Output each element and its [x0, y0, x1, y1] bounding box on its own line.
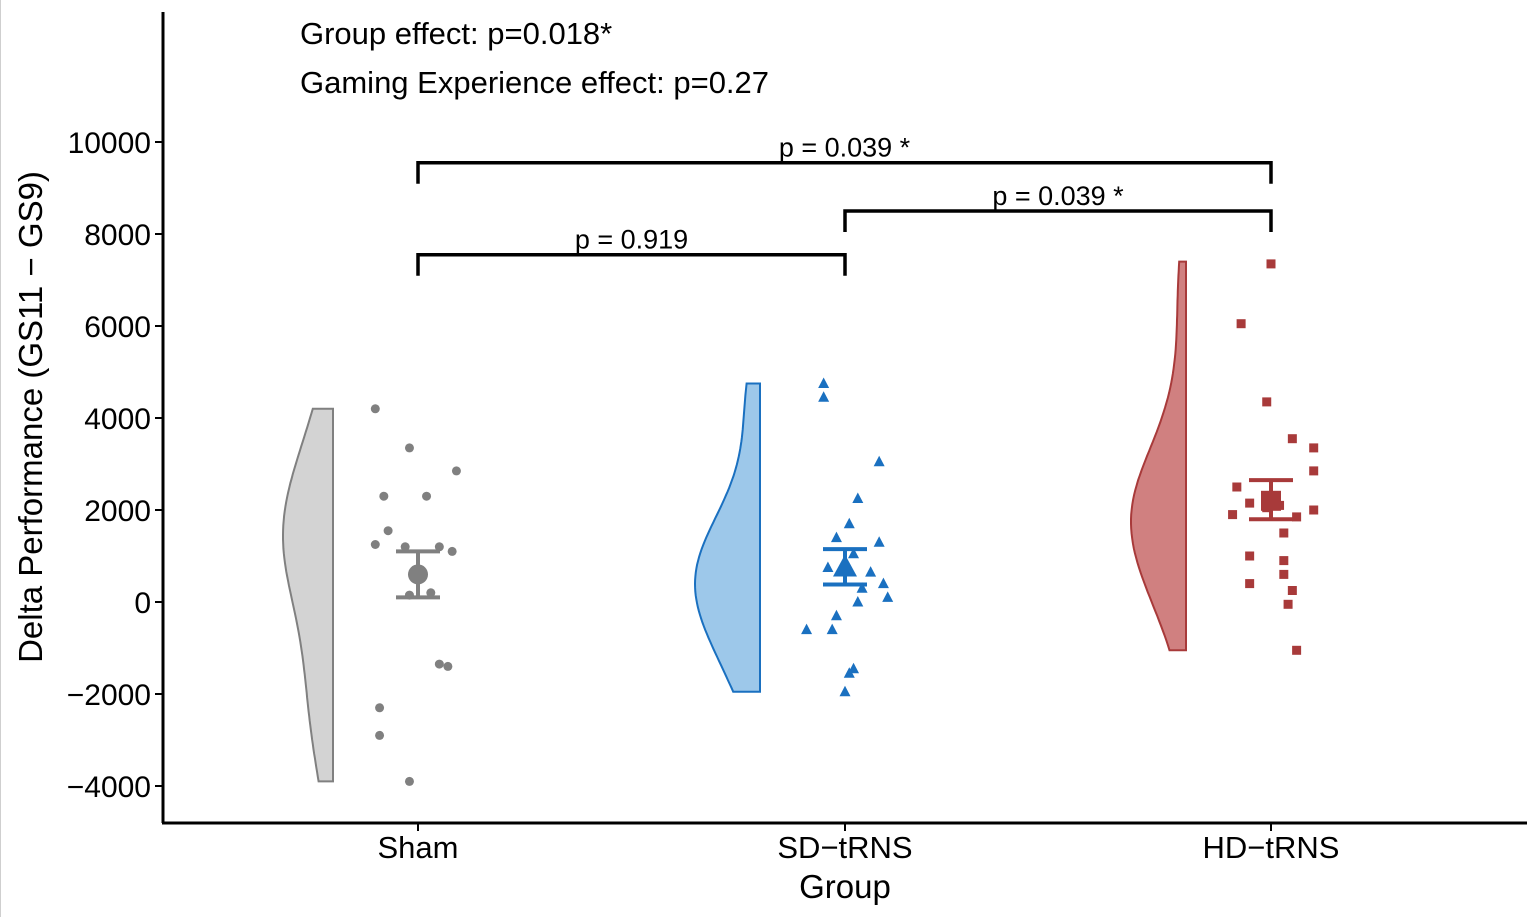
- y-tick-label: 6000: [84, 311, 151, 344]
- comparison-bracket: [416, 160, 1273, 184]
- data-point: [1266, 259, 1276, 269]
- y-axis-label: Delta Performance (GS11 − GS9): [12, 171, 49, 663]
- data-point: [852, 492, 864, 503]
- data-point: [830, 531, 842, 543]
- y-tick-label: 2000: [84, 495, 151, 528]
- mean-marker: [833, 554, 857, 577]
- data-point: [434, 542, 444, 552]
- data-point: [1309, 505, 1319, 515]
- data-point: [848, 547, 860, 559]
- data-point: [1245, 551, 1255, 561]
- data-point: [856, 582, 868, 593]
- y-tick-label: 0: [134, 587, 151, 620]
- data-point: [447, 546, 457, 556]
- data-point: [370, 404, 380, 414]
- x-tick-label: SD−tRNS: [777, 830, 912, 865]
- data-point: [1283, 599, 1293, 609]
- data-point: [1309, 443, 1319, 453]
- points-layer: [370, 259, 1319, 786]
- data-point: [404, 776, 414, 786]
- x-ticks: Sham SD−tRNS HD−tRNS: [378, 823, 1340, 865]
- data-point: [1279, 569, 1289, 579]
- y-tick-label: −2000: [67, 679, 151, 712]
- data-point: [843, 667, 855, 678]
- data-point: [801, 623, 813, 635]
- data-point: [843, 517, 855, 529]
- data-point: [451, 466, 461, 476]
- comparison-bracket: [416, 252, 847, 276]
- data-point: [434, 659, 444, 669]
- comparison-brackets: p = 0.919 p = 0.039 * p = 0.039 *: [416, 133, 1273, 276]
- data-point: [400, 542, 410, 552]
- data-point: [873, 455, 885, 467]
- data-point: [873, 536, 885, 547]
- y-tick-label: 8000: [84, 219, 151, 252]
- data-point: [375, 703, 385, 713]
- data-point: [865, 566, 877, 577]
- mean-errorbar-layer: [396, 478, 1293, 600]
- data-point: [877, 577, 889, 589]
- data-point: [1236, 319, 1246, 329]
- data-point: [826, 623, 838, 635]
- violin-1: [693, 382, 761, 693]
- data-point: [839, 685, 851, 697]
- y-tick-label: −4000: [67, 771, 151, 804]
- group-effect-annotation: Group effect: p=0.018*: [300, 16, 612, 51]
- data-point: [1228, 510, 1238, 520]
- data-point: [882, 591, 894, 602]
- mean-marker: [408, 564, 428, 585]
- mean-marker: [1261, 490, 1281, 511]
- x-axis-label: Group: [799, 868, 891, 905]
- data-point: [1287, 586, 1297, 595]
- data-point: [822, 561, 834, 572]
- x-tick-label: HD−tRNS: [1203, 830, 1340, 865]
- data-point: [852, 596, 864, 607]
- comparison-bracket: [843, 209, 1273, 232]
- data-point: [1287, 434, 1297, 444]
- data-point: [1262, 397, 1272, 407]
- y-tick-label: 4000: [84, 403, 151, 436]
- data-point: [818, 391, 830, 402]
- data-point: [1309, 466, 1319, 476]
- data-point: [404, 443, 414, 453]
- comparison-label: p = 0.919: [575, 225, 688, 255]
- data-point: [383, 526, 393, 536]
- violin-2: [1130, 260, 1187, 652]
- gaming-experience-annotation: Gaming Experience effect: p=0.27: [300, 65, 769, 100]
- data-point: [1232, 482, 1242, 492]
- data-point: [422, 491, 432, 501]
- data-point: [426, 588, 436, 598]
- data-point: [818, 377, 830, 388]
- violin-layer: [282, 260, 1187, 783]
- data-point: [1279, 528, 1289, 538]
- data-point: [1245, 498, 1255, 508]
- data-point: [1292, 512, 1302, 522]
- x-tick-label: Sham: [378, 830, 459, 865]
- data-point: [1279, 556, 1289, 566]
- comparison-label: p = 0.039 *: [992, 181, 1124, 211]
- data-point: [375, 730, 385, 740]
- data-point: [379, 491, 389, 501]
- data-point: [830, 609, 842, 621]
- violin-0: [282, 407, 334, 783]
- window-left-edge: [0, 0, 1, 917]
- comparison-label: p = 0.039 *: [779, 133, 911, 163]
- data-point: [443, 661, 453, 671]
- data-point: [370, 540, 380, 549]
- data-point: [1245, 579, 1255, 589]
- y-tick-label: 10000: [68, 127, 151, 160]
- y-ticks: −4000 −2000 0 2000 4000 6000 8000 10000: [67, 127, 163, 804]
- data-point: [1292, 645, 1302, 655]
